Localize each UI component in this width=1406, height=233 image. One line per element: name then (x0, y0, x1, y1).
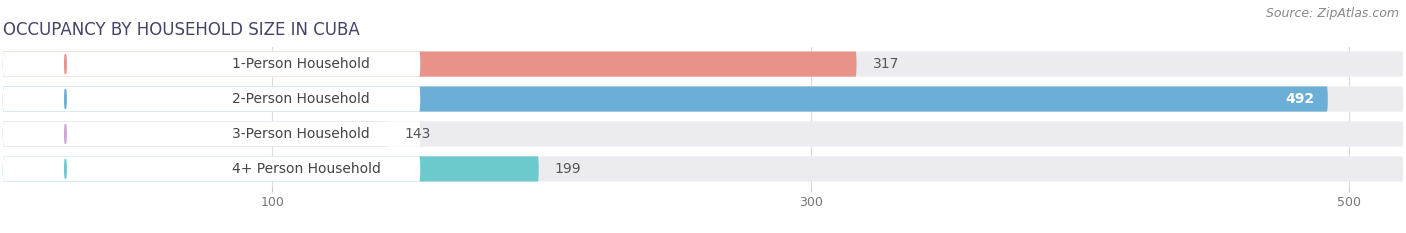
Text: 1-Person Household: 1-Person Household (232, 57, 370, 71)
Text: 3-Person Household: 3-Person Household (232, 127, 370, 141)
FancyBboxPatch shape (3, 86, 420, 112)
Text: 143: 143 (404, 127, 430, 141)
Text: 317: 317 (873, 57, 898, 71)
Circle shape (65, 159, 66, 178)
FancyBboxPatch shape (3, 86, 1327, 112)
FancyBboxPatch shape (3, 156, 1403, 182)
FancyBboxPatch shape (3, 51, 1403, 77)
Text: 4+ Person Household: 4+ Person Household (232, 162, 381, 176)
FancyBboxPatch shape (3, 121, 420, 147)
Text: 492: 492 (1285, 92, 1315, 106)
FancyBboxPatch shape (3, 121, 1403, 147)
Text: 199: 199 (555, 162, 582, 176)
Text: 2-Person Household: 2-Person Household (232, 92, 370, 106)
FancyBboxPatch shape (3, 156, 420, 182)
FancyBboxPatch shape (3, 121, 388, 147)
FancyBboxPatch shape (3, 86, 1403, 112)
Circle shape (65, 124, 66, 144)
FancyBboxPatch shape (3, 51, 420, 77)
FancyBboxPatch shape (3, 156, 538, 182)
Circle shape (65, 89, 66, 109)
Circle shape (65, 55, 66, 74)
FancyBboxPatch shape (3, 51, 856, 77)
Text: OCCUPANCY BY HOUSEHOLD SIZE IN CUBA: OCCUPANCY BY HOUSEHOLD SIZE IN CUBA (3, 21, 360, 39)
Text: Source: ZipAtlas.com: Source: ZipAtlas.com (1265, 7, 1399, 20)
